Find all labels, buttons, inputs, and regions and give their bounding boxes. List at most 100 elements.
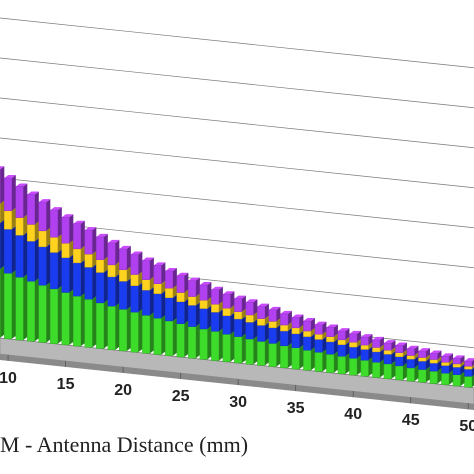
bar-front xyxy=(383,363,392,379)
bar-front xyxy=(50,288,59,344)
bar-segment xyxy=(314,349,327,372)
bar-front xyxy=(107,276,116,307)
bar-front xyxy=(314,324,323,335)
bar-side xyxy=(379,336,384,348)
bar-side xyxy=(448,359,453,366)
bar-side xyxy=(69,289,74,345)
bar-front xyxy=(130,285,139,313)
bar-side xyxy=(460,355,465,364)
bar-front xyxy=(441,365,450,374)
bar-side xyxy=(161,280,166,294)
bar-side xyxy=(322,321,327,335)
bar-front xyxy=(199,328,208,360)
bar-front xyxy=(303,330,312,337)
bar-top xyxy=(383,340,396,344)
bar-side xyxy=(57,285,62,344)
bar-segment xyxy=(153,290,166,319)
bar-front xyxy=(406,355,415,360)
bar-front xyxy=(165,270,174,289)
bar-side xyxy=(126,266,131,282)
bar-side xyxy=(103,256,108,273)
bar-front xyxy=(4,229,13,274)
bar-side xyxy=(253,319,258,340)
bar-front xyxy=(84,229,93,255)
bar-side xyxy=(414,364,419,382)
bar-side xyxy=(184,298,189,324)
bar-front xyxy=(96,236,105,260)
bar-segment xyxy=(153,262,166,284)
bar-front xyxy=(257,325,266,342)
bar-segment xyxy=(441,353,453,363)
bar-front xyxy=(418,350,427,358)
bar-side xyxy=(460,360,465,368)
bar-top xyxy=(15,183,28,187)
bar-front xyxy=(349,342,358,348)
bar-side xyxy=(195,277,200,297)
bar-front xyxy=(245,302,254,316)
bar-front xyxy=(441,372,450,385)
bar-side xyxy=(195,302,200,327)
bar-side xyxy=(172,294,177,321)
bar-front xyxy=(165,320,174,356)
bar-side xyxy=(46,227,51,247)
bar-side xyxy=(149,312,154,354)
bar-top xyxy=(4,175,16,179)
bar-side xyxy=(0,200,5,223)
bar-segment xyxy=(165,317,177,356)
bar-side xyxy=(241,333,246,364)
bar-front xyxy=(38,230,47,248)
bar-front xyxy=(15,235,24,278)
bar-side xyxy=(0,219,5,269)
bar-segment xyxy=(222,312,235,335)
bar-front xyxy=(280,313,289,326)
bar-front xyxy=(188,280,197,297)
bar-segment xyxy=(199,281,212,301)
bar-side xyxy=(241,308,246,320)
bar-segment xyxy=(280,342,292,369)
bar-front xyxy=(291,327,300,335)
bar-side xyxy=(402,353,407,366)
bar-segment xyxy=(4,207,16,230)
bar-front xyxy=(211,331,220,361)
bar-segment xyxy=(96,299,108,349)
bar-front xyxy=(464,366,473,370)
bar-segment xyxy=(245,299,258,316)
bar-top xyxy=(395,342,407,346)
bar-front xyxy=(429,370,438,384)
bar-front xyxy=(245,322,254,340)
bar-segment xyxy=(268,306,281,322)
bar-side xyxy=(276,340,281,367)
bar-side xyxy=(126,306,131,351)
bar-front xyxy=(222,315,231,335)
bar-front xyxy=(452,366,461,375)
bar-side xyxy=(11,175,16,211)
bar-side xyxy=(218,309,223,332)
bar-top xyxy=(441,353,453,357)
bar-segment xyxy=(84,264,97,300)
bar-front xyxy=(234,336,243,364)
bar-side xyxy=(0,166,5,204)
bar-side xyxy=(80,293,85,347)
bar-front xyxy=(326,354,335,373)
bar-front xyxy=(291,347,300,370)
bar-front xyxy=(176,292,185,302)
bar-side xyxy=(391,351,396,364)
bar-side xyxy=(11,207,16,230)
bar-side xyxy=(368,357,373,377)
bar-side xyxy=(299,330,304,348)
bar-side xyxy=(402,349,407,357)
bar-front xyxy=(153,317,162,355)
x-tick-label: 20 xyxy=(114,382,132,399)
bar-side xyxy=(0,265,5,338)
bar-front xyxy=(50,237,59,253)
bar-segment xyxy=(50,249,62,290)
bar-side xyxy=(253,299,258,316)
bar-side xyxy=(391,340,396,351)
bar-segment xyxy=(291,344,304,370)
bar-side xyxy=(103,269,108,303)
bar-side xyxy=(287,342,292,368)
bar-side xyxy=(437,360,442,372)
bar-segment xyxy=(222,291,235,309)
bar-front xyxy=(38,285,47,343)
bar-front xyxy=(280,345,289,369)
